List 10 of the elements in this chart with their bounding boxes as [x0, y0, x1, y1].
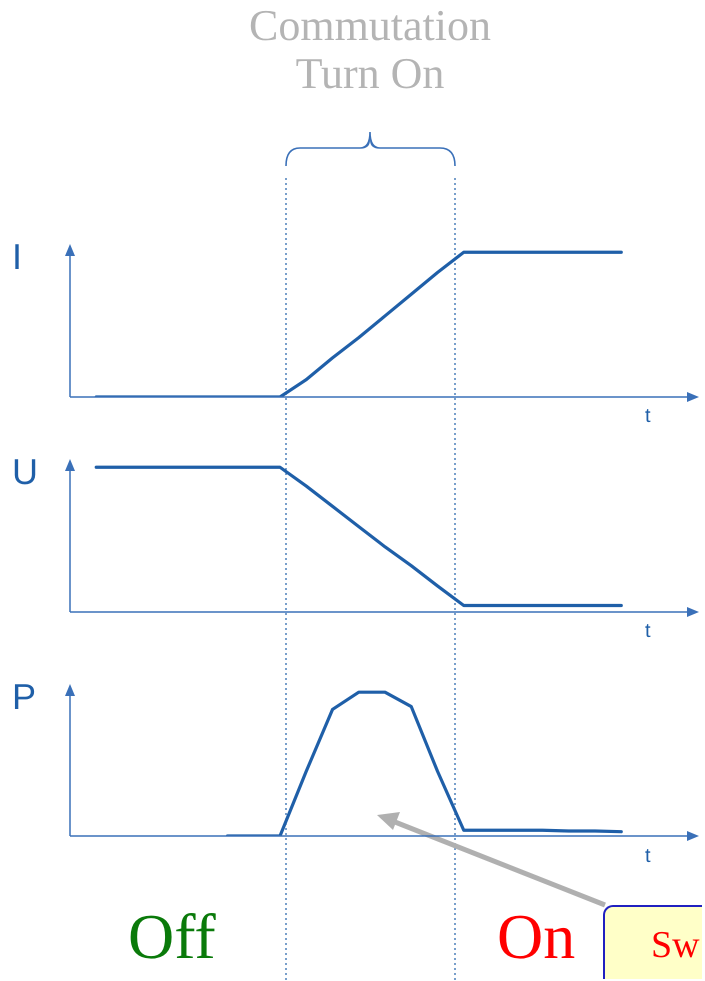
text: Off [128, 900, 216, 974]
y-axis-title: P [12, 676, 36, 718]
text: On [497, 900, 576, 974]
chart-title: Commutation Turn On [248, 1, 492, 99]
x-axis-title: t [645, 620, 651, 643]
y-axis-title: U [12, 451, 38, 493]
x-axis-title: t [645, 845, 651, 868]
text: Sw [651, 923, 700, 967]
y-axis-title: I [12, 236, 22, 278]
x-axis-title: t [645, 405, 651, 428]
